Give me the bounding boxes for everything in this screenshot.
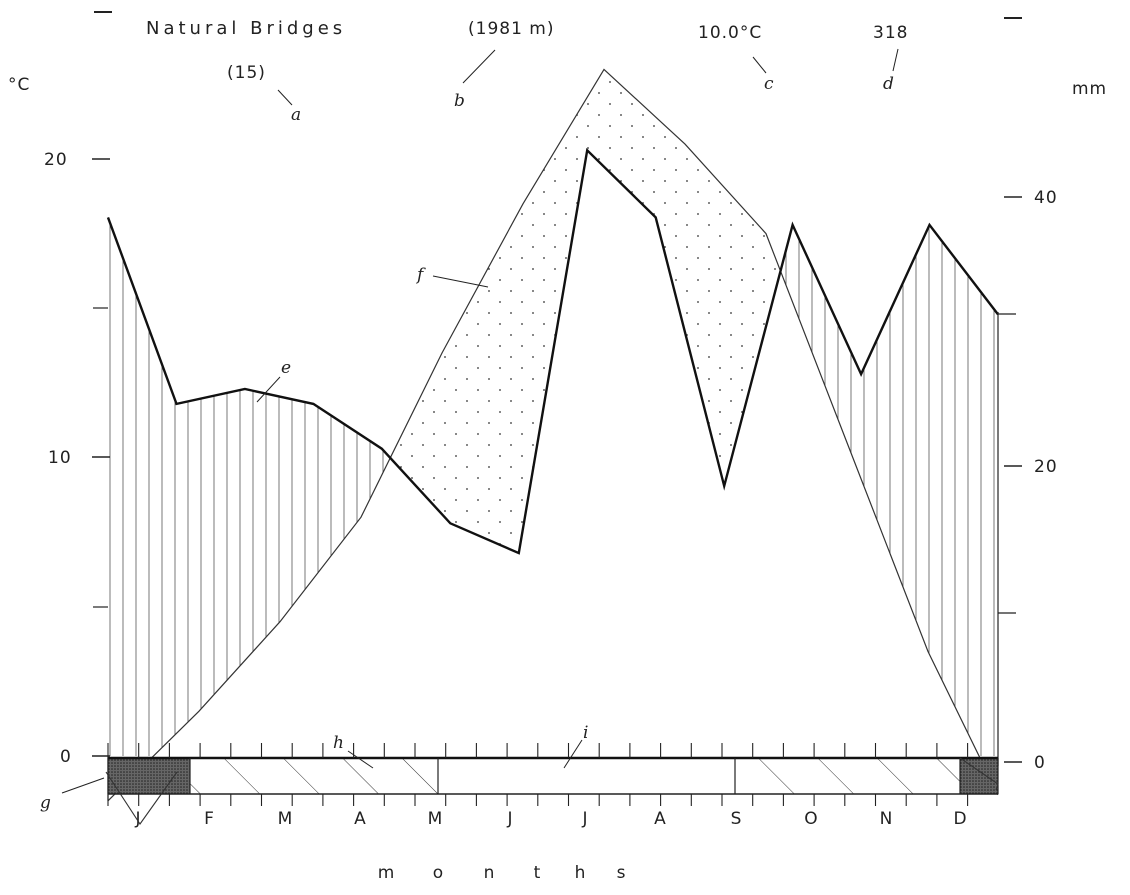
right-tick-label-20: 20	[1034, 457, 1058, 477]
month-label-11: D	[953, 809, 966, 829]
frost-segment-probable	[735, 758, 960, 794]
elevation-label: (1981 m)	[468, 19, 555, 39]
x-axis-letter-5: s	[617, 863, 626, 883]
month-label-0: J	[134, 809, 140, 829]
month-label-3: A	[354, 809, 366, 829]
key-letter-c: c	[764, 74, 774, 94]
precipitation-curve	[106, 147, 999, 555]
key-letter-b: b	[454, 91, 465, 111]
leader-a	[277, 89, 293, 106]
leader-d	[892, 48, 899, 72]
x-axis-letter-4: h	[575, 863, 586, 883]
frost-segment-free	[438, 758, 735, 794]
annual-precipitation-label: 318	[873, 23, 908, 43]
frost-segment-certain	[108, 758, 190, 794]
station-name: Natural Bridges	[146, 18, 346, 39]
x-axis-letter-2: n	[484, 863, 495, 883]
leader-i	[563, 739, 583, 769]
leader-c	[752, 56, 767, 74]
month-ticks	[107, 743, 969, 806]
leader-e	[256, 376, 281, 403]
frost-period-bar	[107, 756, 999, 795]
key-letter-a: a	[291, 105, 301, 125]
leader-b	[462, 49, 496, 84]
month-label-8: S	[731, 809, 742, 829]
years-label: (15)	[227, 63, 266, 83]
january-min-triangle	[105, 771, 178, 825]
key-letter-d: d	[883, 74, 894, 94]
x-axis-letter-1: o	[433, 863, 443, 883]
key-letter-f: f	[415, 265, 426, 285]
left-tick-label-10: 10	[48, 448, 72, 468]
month-label-1: F	[204, 809, 214, 829]
x-axis-letter-0: m	[378, 863, 395, 883]
x-axis-letter-3: t	[534, 863, 541, 883]
mean-temperature-label: 10.0°C	[698, 23, 762, 43]
month-label-2: M	[278, 809, 293, 829]
frost-segment-certain	[960, 758, 998, 794]
month-label-9: O	[804, 809, 817, 829]
left-axis-unit: °C	[8, 75, 30, 95]
month-label-7: A	[654, 809, 666, 829]
frost-segment-probable	[190, 758, 438, 794]
leader-h	[347, 750, 374, 769]
month-label-10: N	[880, 809, 893, 829]
right-tick-label-0: 0	[1034, 753, 1046, 773]
december-min-triangle	[959, 757, 999, 791]
left-tick-label-0: 0	[60, 747, 72, 767]
leader-f	[432, 275, 489, 288]
month-label-5: J	[506, 809, 512, 829]
climate-areas	[107, 69, 998, 801]
right-tick-label-40: 40	[1034, 188, 1058, 208]
month-label-6: J	[581, 809, 587, 829]
key-letter-i: i	[583, 723, 588, 743]
left-tick-label-20: 20	[44, 150, 68, 170]
right-axis-unit: mm	[1072, 79, 1107, 99]
month-label-4: M	[428, 809, 443, 829]
key-letter-h: h	[333, 733, 344, 753]
leader-g	[61, 777, 105, 794]
key-letter-g: g	[40, 793, 51, 813]
dry-season-mask	[108, 150, 998, 757]
key-letter-e: e	[281, 358, 291, 378]
temperature-curve	[107, 68, 999, 802]
